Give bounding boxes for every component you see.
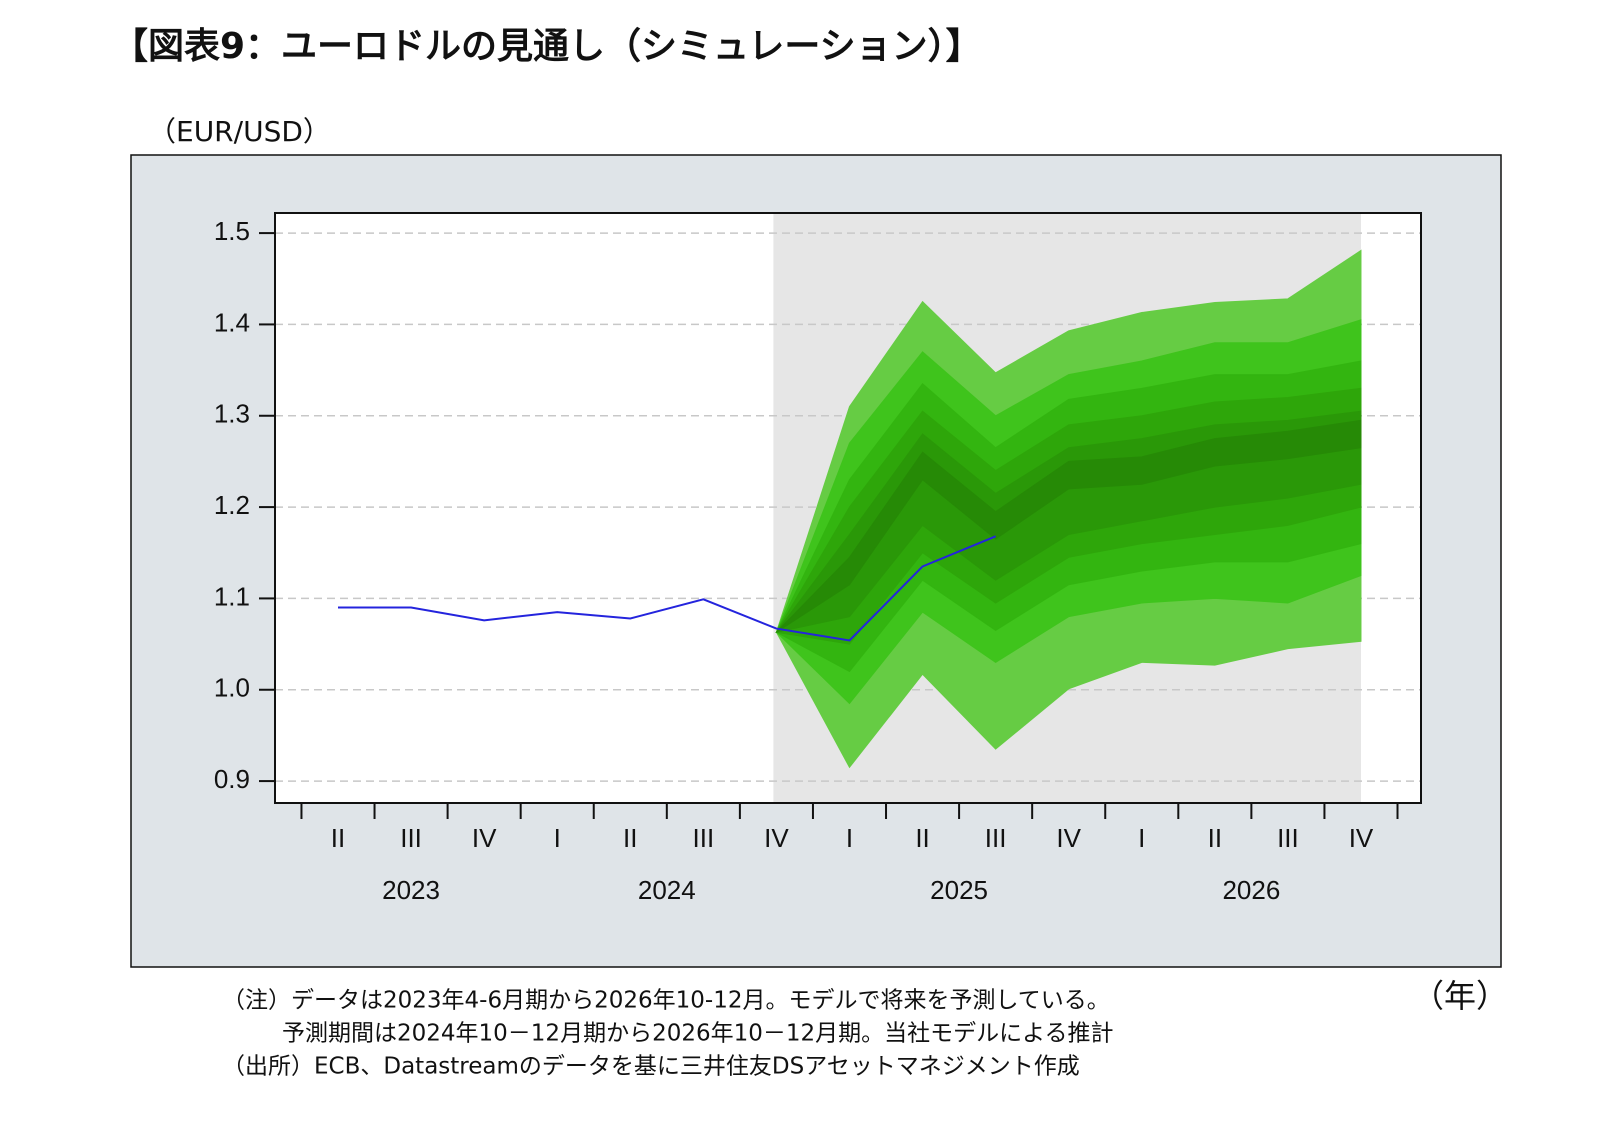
x-tick-label: II bbox=[915, 823, 929, 853]
y-tick-label: 1.4 bbox=[214, 307, 250, 337]
y-tick-label: 1.0 bbox=[214, 673, 250, 703]
year-label: 2023 bbox=[382, 875, 440, 905]
y-tick-label: 1.3 bbox=[214, 399, 250, 429]
x-tick-label: IV bbox=[764, 823, 789, 853]
x-tick-label: II bbox=[623, 823, 637, 853]
chart-title: 【図表9：ユーロドルの見通し（シミュレーション）】 bbox=[112, 26, 982, 67]
x-tick-label: I bbox=[554, 823, 561, 853]
note: 予測期間は2024年10－12月期から2026年10－12月期。当社モデルによる… bbox=[282, 1021, 1113, 1047]
y-axis-unit: （EUR/USD） bbox=[148, 115, 331, 148]
year-label: 2024 bbox=[638, 875, 696, 905]
x-tick-label: III bbox=[1277, 823, 1299, 853]
x-tick-label: IV bbox=[472, 823, 497, 853]
x-tick-label: IV bbox=[1056, 823, 1081, 853]
x-tick-label: II bbox=[331, 823, 345, 853]
year-label: 2025 bbox=[930, 875, 988, 905]
x-tick-label: III bbox=[693, 823, 715, 853]
x-tick-label: III bbox=[400, 823, 422, 853]
x-axis-unit: （年） bbox=[1412, 977, 1508, 1015]
line bbox=[338, 535, 997, 642]
y-tick-label: 0.9 bbox=[214, 764, 250, 794]
plot bbox=[275, 213, 1421, 803]
y-tick-label: 1.2 bbox=[214, 490, 250, 520]
x-tick-label: I bbox=[1138, 823, 1145, 853]
y-tick-label: 1.1 bbox=[214, 581, 250, 611]
x-tick-label: I bbox=[846, 823, 853, 853]
source: （出所）ECB、Datastreamのデータを基に三井住友DSアセットマネジメン… bbox=[222, 1054, 1080, 1080]
x-tick-label: II bbox=[1208, 823, 1222, 853]
note: （注）データは2023年4-6月期から2026年10-12月。モデルで将来を予測… bbox=[222, 988, 1110, 1014]
x-tick-label: III bbox=[985, 823, 1007, 853]
year-label: 2026 bbox=[1222, 875, 1280, 905]
x-tick-label: IV bbox=[1349, 823, 1374, 853]
y-tick-label: 1.5 bbox=[214, 216, 250, 246]
fan-band bbox=[776, 419, 1362, 633]
